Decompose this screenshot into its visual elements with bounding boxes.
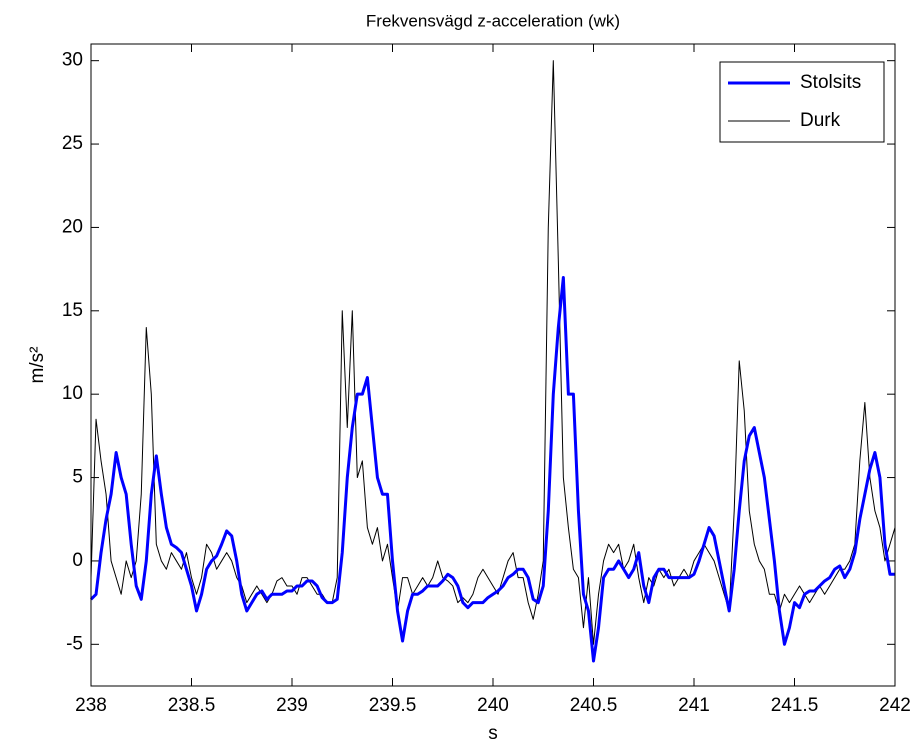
x-tick-label: 240: [477, 695, 509, 716]
series-line: [89, 275, 895, 663]
y-tick-label: 15: [62, 300, 83, 321]
x-tick-label: 242: [879, 695, 911, 716]
y-axis-label: m/s²: [27, 347, 48, 384]
y-tick-label: 25: [62, 133, 83, 154]
x-tick-label: 240.5: [570, 695, 618, 716]
x-tick-label: 238.5: [168, 695, 216, 716]
y-tick-label: 0: [72, 550, 83, 571]
x-tick-label: 238: [75, 695, 107, 716]
axes-box: [90, 43, 896, 687]
y-tick-label: 10: [62, 383, 83, 404]
series-line: [90, 60, 896, 645]
x-tick-label: 239.5: [369, 695, 417, 716]
y-tick-label: 5: [72, 467, 83, 488]
y-tick-label: 20: [62, 216, 83, 237]
legend-label: Stolsits: [800, 72, 861, 93]
legend-box: [719, 61, 885, 143]
y-tick-label: 30: [62, 50, 83, 71]
y-tick-label: -5: [66, 633, 83, 654]
x-tick-label: 241: [678, 695, 710, 716]
x-tick-label: 241.5: [771, 695, 819, 716]
chart-title: Frekvensvägd z-acceleration (wk): [366, 11, 620, 30]
x-tick-label: 239: [276, 695, 308, 716]
x-axis-label: s: [488, 723, 498, 744]
legend-label: Durk: [800, 110, 841, 131]
plot-area: [91, 44, 895, 686]
